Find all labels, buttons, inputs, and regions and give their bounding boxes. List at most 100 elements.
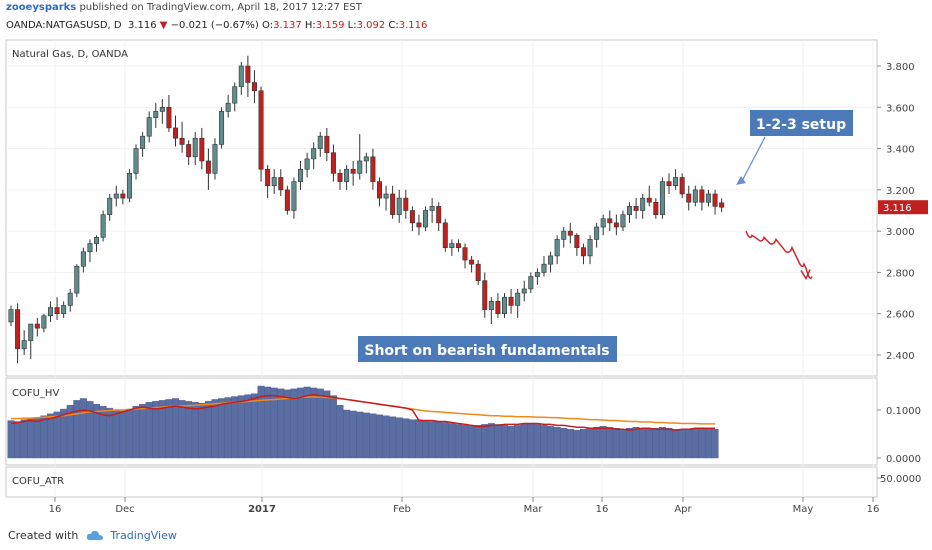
candle (705, 189, 711, 207)
hv-bar (626, 428, 634, 459)
hv-bar (704, 428, 712, 459)
candle-body (21, 340, 27, 350)
candle-body (429, 206, 435, 211)
candle-body (646, 197, 652, 203)
candle (41, 313, 47, 333)
candle (245, 55, 251, 97)
candle-body (633, 206, 639, 211)
candle-body (271, 177, 277, 187)
hv-bar (132, 405, 140, 459)
price-tick-label: 2.400 (886, 351, 915, 362)
candle-body (455, 243, 461, 248)
time-tick-label: 16 (596, 504, 609, 515)
price-tick-label: 3.800 (886, 62, 915, 73)
hv-bar (165, 399, 173, 459)
hv-bar (658, 427, 666, 459)
candle (337, 169, 343, 190)
candle (94, 235, 100, 252)
candle-body (640, 197, 646, 211)
candle (633, 198, 639, 219)
candle-body (436, 206, 442, 224)
candle-body (87, 243, 93, 253)
hv-tick-label: 0.0000 (886, 454, 921, 465)
candle (298, 160, 304, 190)
candle (449, 239, 455, 256)
candle-body (495, 301, 501, 315)
open-label: O: (262, 20, 274, 31)
candle-body (673, 177, 679, 187)
candle (344, 165, 350, 190)
hv-bar (362, 412, 370, 459)
time-tick-label: Mar (524, 504, 544, 515)
candle-body (383, 193, 389, 199)
candle (100, 210, 106, 242)
candle-body (403, 197, 409, 211)
candle (54, 297, 60, 320)
hv-bar (375, 414, 383, 459)
tradingview-link[interactable]: TradingView (110, 529, 177, 542)
high-value: 3.159 (315, 20, 345, 31)
hv-bar (507, 426, 515, 459)
hv-bar (244, 394, 252, 459)
candle (34, 317, 40, 337)
hv-bar (487, 423, 495, 459)
candle (153, 103, 159, 128)
candle (107, 193, 113, 221)
candle-body (528, 276, 534, 290)
candle (640, 193, 646, 219)
candle-body (719, 202, 725, 208)
hv-bar (389, 416, 397, 459)
time-tick-label: 16 (49, 504, 62, 515)
candle (258, 86, 264, 182)
candle (61, 301, 67, 318)
candle (409, 206, 415, 232)
hv-bar (7, 420, 15, 459)
hv-bar (231, 396, 239, 459)
candle (376, 177, 382, 207)
candle (429, 198, 435, 223)
price-tick-label: 2.800 (886, 268, 915, 279)
time-tick-label: Dec (115, 504, 134, 515)
candle (159, 99, 165, 124)
hv-bar (270, 387, 278, 459)
hv-bar (599, 426, 607, 459)
hv-bar (323, 390, 331, 459)
candle-body (15, 309, 21, 350)
hv-bar (685, 429, 693, 459)
down-arrow-icon: ▼ (159, 20, 168, 31)
hv-bar (474, 425, 482, 459)
candle-body (561, 230, 567, 240)
hv-bar (481, 424, 489, 459)
candle (587, 235, 593, 265)
time-tick-label: 2017 (248, 504, 276, 515)
hv-bar (310, 387, 318, 459)
candle (8, 305, 14, 327)
candle (659, 177, 665, 219)
candle (225, 94, 231, 118)
hv-line (10, 393, 716, 431)
candle-body (613, 222, 619, 228)
candle (607, 210, 613, 232)
hv-bar (369, 413, 377, 459)
hv-bar (672, 429, 680, 459)
candle (620, 210, 626, 232)
hv-bar (533, 424, 541, 459)
candle (488, 297, 494, 325)
candle-body (120, 193, 126, 199)
candle-body (376, 181, 382, 199)
candle-body (330, 152, 336, 174)
hv-bar (639, 428, 647, 459)
atr-pane-title: COFU_ATR (12, 476, 64, 487)
candle-body (219, 111, 225, 145)
price-pane (5, 39, 878, 377)
hv-bar (250, 393, 258, 459)
candle-body (442, 222, 448, 248)
candle (469, 255, 475, 273)
setup-annotation-box (750, 110, 853, 136)
hv-bar (612, 428, 620, 459)
candle-body (337, 173, 343, 182)
author-link[interactable]: zooeysparks (6, 2, 77, 13)
hv-bar (553, 427, 561, 459)
candle-body (587, 239, 593, 257)
